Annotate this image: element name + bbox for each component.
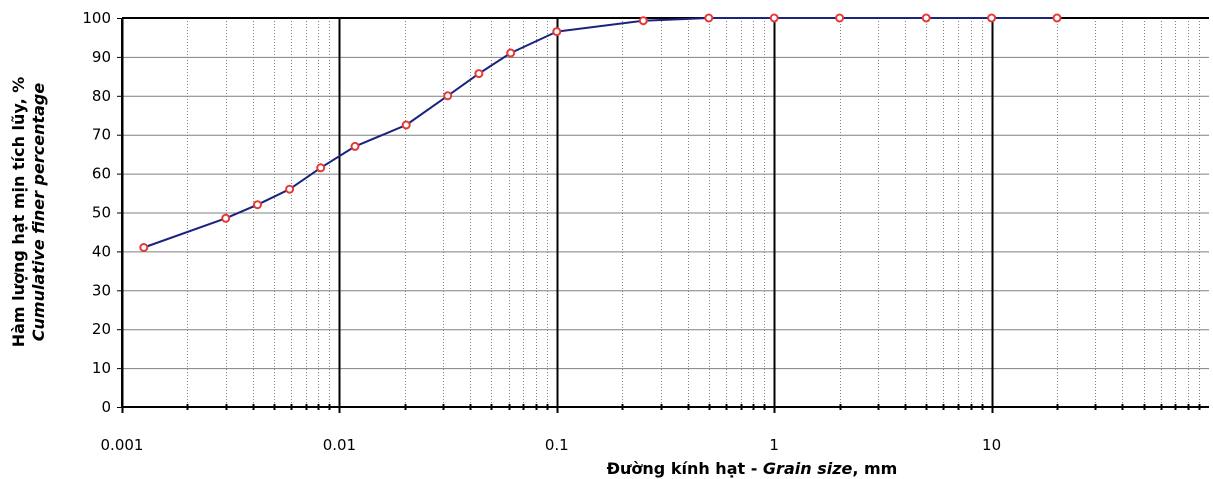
data-point xyxy=(769,13,779,23)
series-line xyxy=(143,17,1057,249)
y-tick-label: 80 xyxy=(92,87,111,105)
data-point xyxy=(921,13,931,23)
data-point xyxy=(350,141,360,151)
y-tick-label: 0 xyxy=(101,398,111,416)
data-point xyxy=(552,27,562,37)
x-tick-label: 0.01 xyxy=(323,436,356,454)
data-point xyxy=(474,69,484,79)
y-axis-title-line1: Hàm lượng hạt mịn tích lũy, % xyxy=(9,77,28,348)
x-axis-title-italic: Grain size xyxy=(763,459,853,478)
y-tick-label: 20 xyxy=(92,320,111,338)
y-tick-label: 40 xyxy=(92,242,111,260)
data-point xyxy=(221,213,231,223)
grid-layer xyxy=(121,18,1209,408)
data-point xyxy=(316,163,326,173)
y-tick-label: 50 xyxy=(92,204,111,222)
y-tick-label: 60 xyxy=(92,165,111,183)
data-point xyxy=(835,13,845,23)
x-axis-title-normal: Đường kính hạt - xyxy=(607,459,763,478)
data-point xyxy=(401,120,411,130)
plot-frame xyxy=(117,17,1209,413)
data-point xyxy=(638,16,648,26)
y-tick-label: 100 xyxy=(82,9,111,27)
x-axis-title: Đường kính hạt - Grain size, mm xyxy=(607,459,898,478)
data-point xyxy=(987,13,997,23)
data-point xyxy=(253,200,262,210)
x-tick-label: 10 xyxy=(982,436,1001,454)
data-point xyxy=(443,91,453,101)
data-point xyxy=(285,184,295,194)
y-tick-label: 70 xyxy=(92,126,111,144)
series-layer xyxy=(139,13,1062,252)
x-tick-label: 1 xyxy=(769,436,779,454)
data-point xyxy=(1052,13,1062,23)
y-axis-title-line2: Cumulative finer percentage xyxy=(29,83,48,342)
tick-label-layer: 0 10 20 30 40 50 60 70 80 90 100 0.001 0.01 0.1 1 10 xyxy=(82,9,1001,454)
data-point xyxy=(704,13,714,23)
data-point xyxy=(139,243,149,252)
y-tick-label: 30 xyxy=(92,281,111,299)
x-axis-title-suffix: , mm xyxy=(852,459,897,478)
x-tick-label: 0.1 xyxy=(545,436,569,454)
x-tick-label: 0.001 xyxy=(101,436,144,454)
data-point xyxy=(506,48,516,58)
y-tick-label: 90 xyxy=(92,48,111,66)
y-tick-label: 10 xyxy=(92,359,111,377)
